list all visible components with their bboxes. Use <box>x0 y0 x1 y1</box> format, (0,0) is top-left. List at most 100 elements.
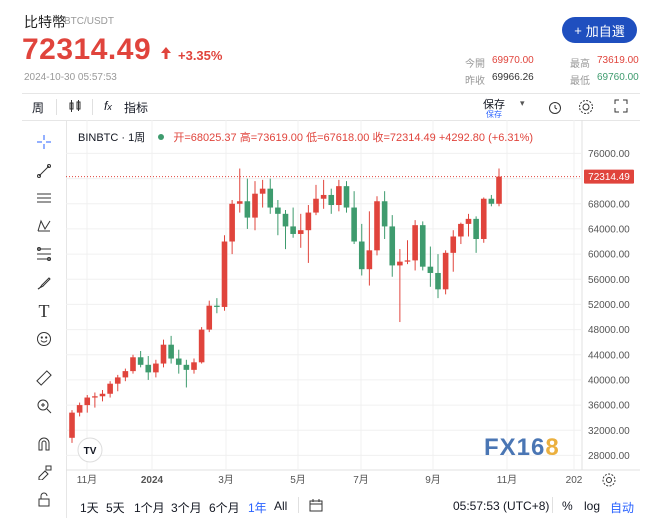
candle-body <box>69 412 75 438</box>
save-button[interactable]: 保存 <box>483 99 505 111</box>
legend-change: +4292.80 (+6.31%) <box>438 132 534 144</box>
candle <box>343 181 350 213</box>
chart-clock[interactable]: 05:57:53 (UTC+8) <box>453 499 550 513</box>
last-price-tag-text: 72314.49 <box>588 172 630 183</box>
y-tick-label: 60000.00 <box>588 250 630 261</box>
toolbar-divider <box>92 99 93 115</box>
candle <box>259 179 266 208</box>
candlestick-chart[interactable]: 76000.0072000.0068000.0064000.0060000.00… <box>66 120 640 495</box>
fullscreen-icon[interactable] <box>614 99 628 116</box>
candle <box>435 254 441 299</box>
candle <box>153 359 159 378</box>
auto-scale-toggle[interactable]: 自动 <box>610 501 635 515</box>
candle-body <box>290 226 296 234</box>
y-tick-label: 68000.00 <box>588 199 630 210</box>
price-change: +3.35% <box>178 48 223 63</box>
candle <box>328 188 335 214</box>
candle <box>275 199 281 236</box>
candle <box>130 354 136 374</box>
candle-type-icon[interactable] <box>68 99 82 116</box>
percent-toggle[interactable]: % <box>562 499 573 513</box>
range-3m[interactable]: 3个月 <box>171 501 202 515</box>
candle-body <box>305 212 312 231</box>
prev-close-value: 69966.26 <box>492 72 534 83</box>
candle-body <box>252 193 258 218</box>
candle <box>198 327 205 364</box>
low-value: 69760.00 <box>597 72 639 83</box>
candle-body <box>480 198 487 239</box>
add-watchlist-label: 加自選 <box>585 23 625 39</box>
candle <box>366 211 373 286</box>
candle <box>183 359 190 388</box>
range-5d[interactable]: 5天 <box>106 501 125 515</box>
magnet-icon[interactable] <box>34 434 54 454</box>
brush-icon[interactable] <box>34 273 54 293</box>
x-tick-label: 202 <box>566 475 583 486</box>
add-watchlist-button[interactable]: + 加自選 <box>562 17 637 43</box>
pattern-icon[interactable] <box>34 216 54 236</box>
range-1d[interactable]: 1天 <box>80 501 99 515</box>
gear-icon[interactable] <box>578 99 594 118</box>
candle <box>473 216 479 253</box>
candle-body <box>122 371 129 378</box>
calendar-range-icon[interactable] <box>308 497 324 516</box>
open-label: 今開 <box>465 59 485 70</box>
candle-body <box>313 198 319 213</box>
fx-icon[interactable]: fx <box>104 99 112 113</box>
chart-settings-icon[interactable] <box>602 473 616 487</box>
candle <box>412 220 418 271</box>
candle <box>336 179 342 212</box>
range-1m[interactable]: 1个月 <box>134 501 165 515</box>
candle-body <box>259 188 266 194</box>
candle <box>244 178 251 229</box>
ruler-icon[interactable] <box>34 368 54 388</box>
text-icon[interactable]: T <box>38 300 50 321</box>
low-label: 最低 <box>570 76 590 87</box>
crosshair-icon[interactable] <box>34 132 54 152</box>
smiley-icon[interactable] <box>34 329 54 349</box>
quote-timestamp: 2024-10-30 05:57:53 <box>24 72 117 83</box>
x-tick-label: 9月 <box>425 474 441 486</box>
y-tick-label: 56000.00 <box>588 275 630 286</box>
candle-body <box>175 358 182 365</box>
range-divider <box>298 497 299 513</box>
candle <box>496 168 502 207</box>
range-6m[interactable]: 6个月 <box>209 501 240 515</box>
candle-body <box>206 305 213 330</box>
legend-symbol[interactable]: BINBTC · 1周 <box>78 132 146 144</box>
indicator-button[interactable]: 指标 <box>124 101 149 115</box>
candle <box>374 196 380 256</box>
candle-body <box>336 186 342 206</box>
lock-icon[interactable] <box>34 490 54 510</box>
candle <box>107 381 113 398</box>
candle-body <box>412 225 418 261</box>
alarm-clock-icon[interactable] <box>547 99 563 118</box>
candle <box>99 389 106 402</box>
prev-close-label: 昨收 <box>465 76 485 87</box>
candle-body <box>435 272 441 290</box>
range-1y[interactable]: 1年 <box>248 501 267 515</box>
candle-body <box>442 252 449 290</box>
period-selector[interactable]: 周 <box>32 101 45 115</box>
candle <box>427 246 434 287</box>
candle-body <box>160 344 167 364</box>
candle <box>214 298 220 314</box>
lock-drawing-icon[interactable] <box>34 462 54 482</box>
candle-body <box>92 396 98 398</box>
candle <box>389 215 396 277</box>
candle-body <box>343 186 350 208</box>
candle-body <box>450 236 457 253</box>
horizontal-lines-icon[interactable] <box>34 188 54 208</box>
fib-icon[interactable] <box>34 244 54 264</box>
candle <box>160 339 167 368</box>
log-toggle[interactable]: log <box>584 499 601 513</box>
trendline-icon[interactable] <box>34 161 54 181</box>
chevron-down-icon[interactable]: ▾ <box>520 98 525 108</box>
zoom-in-icon[interactable] <box>34 396 54 416</box>
y-tick-label: 64000.00 <box>588 224 630 235</box>
range-all[interactable]: All <box>274 499 288 513</box>
candle-body <box>153 363 159 373</box>
x-tick-label: 5月 <box>290 474 306 486</box>
high-label: 最高 <box>570 59 590 70</box>
candle-body <box>221 241 228 307</box>
